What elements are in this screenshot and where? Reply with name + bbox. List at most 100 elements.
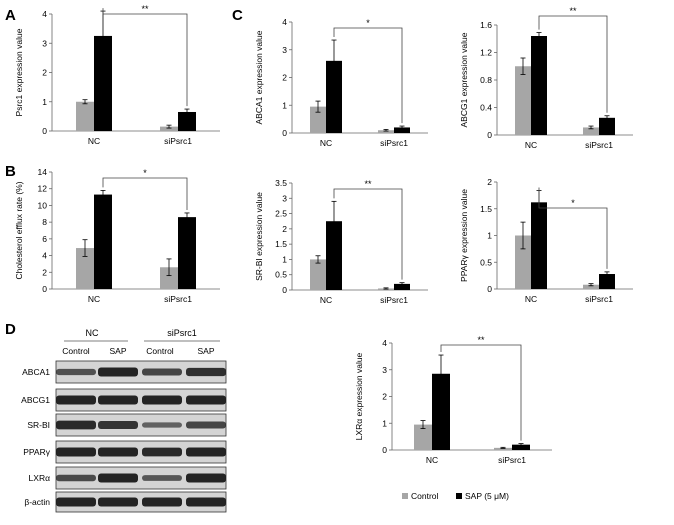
blot-band: [142, 422, 182, 428]
psrc1-expression-chart: 0 1 2 3 4 Psrc1 expression value NC siPsrc1 **: [14, 4, 220, 146]
significance-marker: *: [366, 18, 370, 28]
y-tick-label: 1: [382, 418, 387, 428]
legend-label-control: Control: [411, 491, 439, 501]
legend: Control SAP (5 μM): [402, 491, 509, 501]
legend-label-sap: SAP (5 μM): [465, 491, 509, 501]
y-tick-label: 10: [38, 200, 48, 210]
blot-lane-label: Control: [62, 346, 90, 356]
bar: [310, 259, 326, 290]
cholesterol-efflux-chart: 0 2 4 6 8 10 12 14 Cholesterol efflux rate (%) NC…: [14, 167, 220, 304]
y-tick-label: 1.2: [480, 48, 492, 58]
srbi-expression-chart: 0 0.5 1 1.5 2 2.5 3 3.5 SR-BI expression value NC…: [254, 178, 428, 305]
blot-band: [56, 395, 96, 405]
bar: [310, 106, 326, 133]
legend-swatch-control: [402, 493, 408, 499]
significance-bracket: [333, 188, 403, 280]
x-tick-label: NC: [426, 455, 438, 465]
y-tick-label: 0: [282, 285, 287, 295]
x-tick-label: siPsrc1: [380, 138, 408, 148]
blot-lane-label: SAP: [109, 346, 126, 356]
legend-swatch-sap: [456, 493, 462, 499]
blot-band: [142, 368, 182, 376]
blot-band: [142, 497, 182, 507]
bar: [160, 126, 178, 131]
x-tick-label: NC: [320, 295, 332, 305]
blot-band: [142, 475, 182, 481]
blot-strips: ABCA1 ABCG1 SR-BI PPARγ LXRα β-actin: [21, 360, 227, 513]
bar: [599, 117, 615, 135]
panel-letter-c: C: [232, 7, 243, 24]
blot-band: [56, 368, 96, 376]
y-tick-label: 3: [382, 365, 387, 375]
x-tick-label: NC: [525, 294, 537, 304]
western-blot: NC siPsrc1 Control SAP Control SAP ABCA1…: [21, 328, 227, 513]
bar: [326, 221, 342, 290]
blot-band: [186, 395, 226, 405]
bar: [94, 35, 112, 131]
blot-band: [186, 447, 226, 457]
bar: [394, 127, 410, 133]
blot-band: [56, 447, 96, 457]
y-tick-label: 2: [42, 267, 47, 277]
blot-band: [98, 395, 138, 405]
y-tick-label: 1.6: [480, 20, 492, 30]
blot-protein-label: SR-BI: [27, 420, 50, 430]
blot-group-label-nc: NC: [86, 328, 99, 338]
blot-protein-label: ABCG1: [21, 395, 50, 405]
significance-marker: **: [364, 179, 372, 189]
y-tick-label: 4: [42, 251, 47, 261]
blot-protein-label: β-actin: [24, 497, 50, 507]
y-tick-label: 2: [282, 224, 287, 234]
bar: [583, 127, 599, 135]
y-tick-label: 6: [42, 234, 47, 244]
blot-band: [142, 395, 182, 405]
y-tick-label: 4: [282, 17, 287, 27]
significance-marker: **: [141, 4, 149, 14]
blot-protein-label: ABCA1: [22, 367, 50, 377]
y-tick-label: 2: [382, 392, 387, 402]
blot-band: [98, 367, 138, 377]
y-tick-label: 0: [282, 128, 287, 138]
y-tick-label: 2.5: [275, 209, 287, 219]
y-tick-label: 3.5: [275, 178, 287, 188]
y-tick-label: 2: [42, 68, 47, 78]
ppar-gamma-expression-chart: 0 0.5 1 1.5 2 PPARγ expression value NC siPsrc1…: [459, 177, 633, 304]
bar: [515, 235, 531, 289]
bar: [178, 217, 196, 289]
bar: [531, 36, 547, 135]
blot-band: [186, 367, 226, 377]
y-tick-label: 1: [42, 97, 47, 107]
y-tick-label: 1: [282, 254, 287, 264]
significance-marker: **: [477, 335, 485, 345]
blot-group-label-sipsrc1: siPsrc1: [167, 328, 197, 338]
abcg1-expression-chart: 0 0.4 0.8 1.2 1.6 ABCG1 expression value NC siP…: [459, 6, 633, 150]
y-axis-label: Psrc1 expression value: [14, 28, 24, 116]
y-axis-label: SR-BI expression value: [254, 192, 264, 281]
y-tick-label: 14: [38, 167, 48, 177]
y-tick-label: 2: [487, 177, 492, 187]
abca1-expression-chart: 0 1 2 3 4 ABCA1 expression value NC siPsrc1 *: [254, 17, 428, 148]
y-tick-label: 8: [42, 217, 47, 227]
y-tick-label: 0: [487, 130, 492, 140]
y-tick-label: 0: [42, 284, 47, 294]
bar: [599, 274, 615, 289]
y-tick-label: 0.5: [480, 257, 492, 267]
bar: [432, 373, 450, 450]
bar: [76, 101, 94, 131]
significance-bracket: [538, 15, 608, 113]
bar: [378, 130, 394, 133]
blot-band: [56, 474, 96, 482]
y-tick-label: 4: [42, 9, 47, 19]
significance-marker: *: [571, 198, 575, 208]
y-tick-label: 4: [382, 338, 387, 348]
significance-bracket: [440, 344, 522, 441]
blot-lane-label: SAP: [197, 346, 214, 356]
blot-band: [186, 473, 226, 483]
y-tick-label: 0: [42, 126, 47, 136]
x-tick-label: siPsrc1: [380, 295, 408, 305]
bar: [76, 248, 94, 289]
bar: [326, 60, 342, 133]
y-tick-label: 2: [282, 73, 287, 83]
x-tick-label: siPsrc1: [164, 136, 192, 146]
